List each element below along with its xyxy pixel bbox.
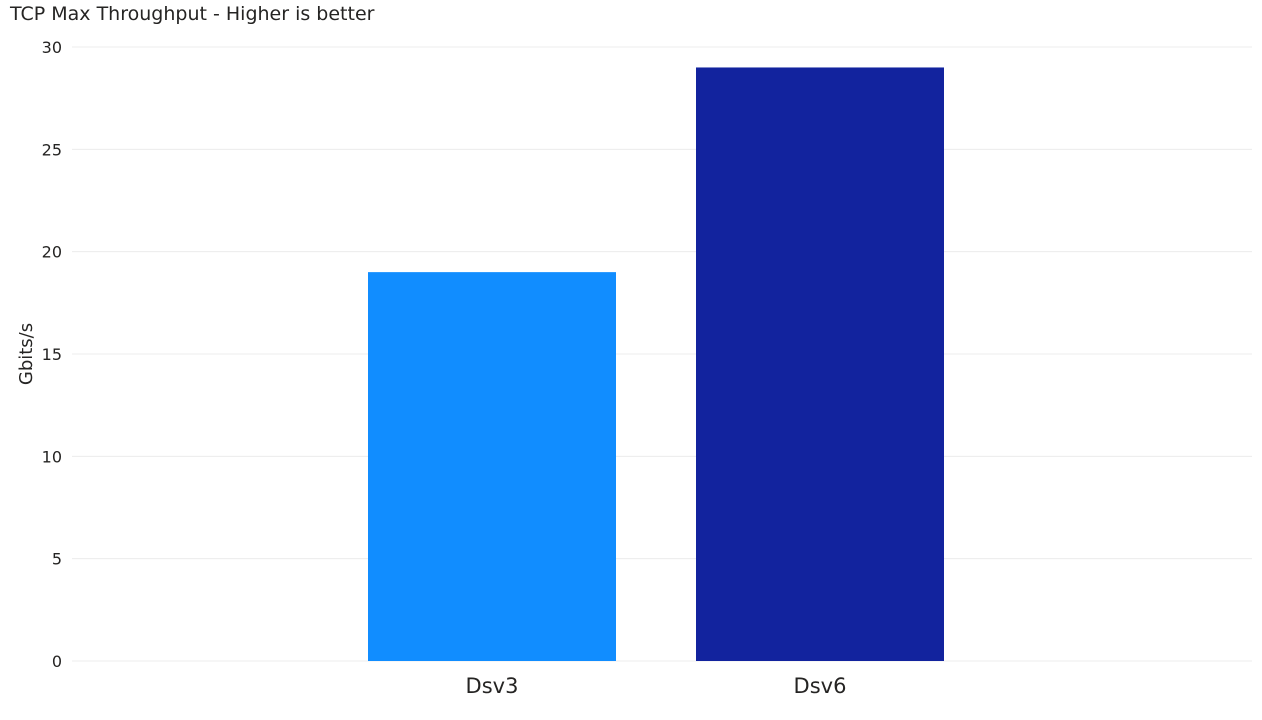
y-tick-label: 25 xyxy=(42,140,62,159)
y-axis-title: Gbits/s xyxy=(16,323,37,385)
x-axis-ticks: Dsv3 Dsv6 xyxy=(466,674,847,698)
chart-title: TCP Max Throughput - Higher is better xyxy=(10,3,375,25)
bar-dsv6[interactable] xyxy=(696,67,944,661)
y-tick-label: 0 xyxy=(52,652,62,671)
y-tick-label: 30 xyxy=(42,38,62,57)
gridlines xyxy=(72,46,1252,662)
y-axis-ticks: 0 5 10 15 20 25 30 xyxy=(42,38,62,671)
x-tick-label-dsv3: Dsv3 xyxy=(466,674,519,698)
y-tick-label: 15 xyxy=(42,345,62,364)
y-tick-label: 10 xyxy=(42,447,62,466)
y-tick-label: 20 xyxy=(42,243,62,262)
y-tick-label: 5 xyxy=(52,550,62,569)
x-tick-label-dsv6: Dsv6 xyxy=(794,674,847,698)
bar-dsv3[interactable] xyxy=(368,272,616,661)
bars xyxy=(368,67,944,661)
